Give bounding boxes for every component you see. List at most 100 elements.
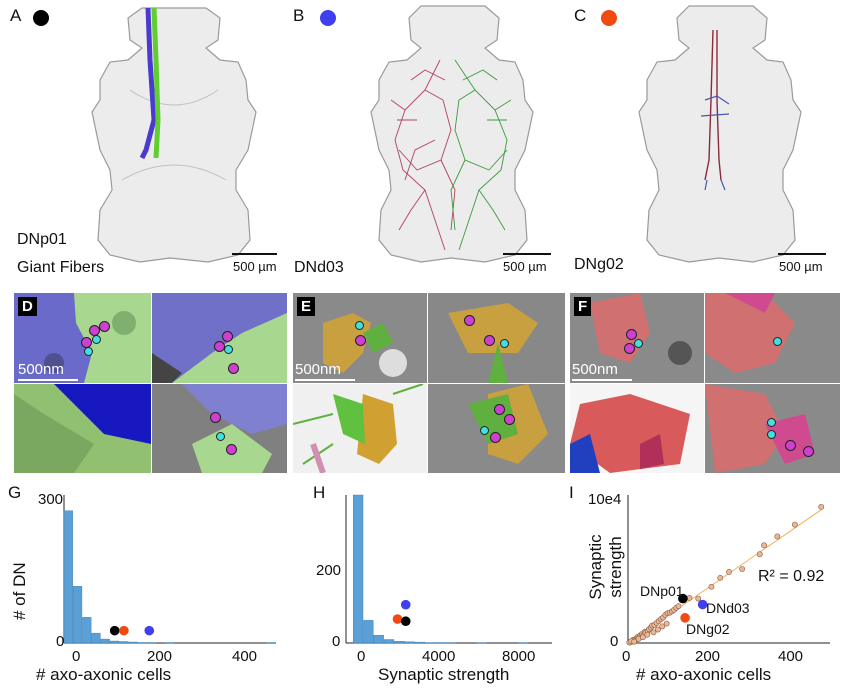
- h-xlabel: Synaptic strength: [378, 665, 510, 684]
- i-ylabel: Synaptic strength: [586, 512, 626, 622]
- scale-text-c: 500 µm: [779, 259, 823, 274]
- h-bar: [373, 634, 384, 644]
- panel-c: C DNg02 500 µm: [565, 0, 842, 282]
- panel-letter-b: B: [293, 6, 305, 25]
- i-xtick-0: 0: [622, 648, 631, 665]
- i-point: [717, 574, 724, 581]
- scale-text-f: 500nm: [572, 361, 618, 378]
- panel-f: F 500nm: [570, 293, 840, 473]
- g-bar: [73, 586, 83, 644]
- i-marker-dng02: [680, 613, 690, 623]
- em-tile-f3: [570, 384, 704, 473]
- panel-d: D 500nm: [14, 293, 287, 473]
- panel-b-label: DNd03: [294, 259, 344, 276]
- i-r2-annotation: R² = 0.92: [758, 568, 825, 585]
- i-label-dng02: DNg02: [686, 621, 730, 637]
- i-label-dnd03: DNd03: [706, 600, 750, 616]
- panel-b: B DNd03 500 µm: [285, 0, 565, 282]
- i-ytick-0: 0: [610, 633, 619, 650]
- em-tile-d3: [14, 384, 151, 473]
- g-marker-dnd03: [144, 625, 155, 636]
- h-marker-dng02: [392, 614, 403, 624]
- i-point: [659, 623, 666, 630]
- g-bar: [109, 640, 120, 644]
- em-tile-f2: [705, 293, 840, 383]
- g-bar: [100, 638, 110, 644]
- em-tile-e4: [428, 384, 565, 473]
- g-bar: [119, 641, 129, 644]
- g-bar: [91, 632, 101, 644]
- em-tile-d2: [152, 293, 287, 383]
- h-marker-dnp01: [400, 616, 411, 627]
- h-bar: [394, 641, 405, 644]
- i-point: [675, 603, 682, 610]
- i-point: [686, 594, 693, 601]
- h-bar: [414, 641, 426, 644]
- i-point: [774, 533, 781, 540]
- g-xlabel: # axo-axonic cells: [36, 665, 172, 684]
- em-tile-f1: [570, 293, 704, 383]
- i-point: [739, 566, 746, 572]
- h-bar: [363, 620, 374, 644]
- i-point: [761, 542, 768, 549]
- panel-letter-d: D: [18, 297, 37, 316]
- h-bar: [353, 494, 364, 644]
- i-point: [631, 638, 638, 645]
- g-marker-dng02: [119, 625, 129, 636]
- scale-text-a: 500 µm: [233, 259, 277, 274]
- panel-letter-h: H: [313, 483, 326, 502]
- h-bar: [404, 641, 415, 644]
- g-marker-dnp01: [109, 625, 120, 636]
- em-tile-d4: [152, 384, 287, 473]
- g-ytick-1: 300: [38, 491, 64, 508]
- g-bar: [63, 510, 73, 644]
- i-point: [644, 631, 651, 638]
- em-tile-e3: [293, 384, 427, 473]
- panel-letter-g: G: [8, 483, 22, 502]
- panel-letter-f: F: [574, 297, 592, 316]
- g-ylabel: # of DN: [10, 562, 29, 620]
- i-marker-dnd03: [697, 599, 708, 610]
- i-label-dnp01: DNp01: [640, 583, 684, 599]
- i-point: [708, 583, 715, 590]
- h-xtick-1: 4000: [422, 648, 456, 665]
- g-bar: [128, 641, 138, 644]
- vnc-render-c: [638, 5, 802, 263]
- scale-bar-a: [232, 253, 277, 255]
- i-point: [695, 595, 702, 602]
- i-marker-dnp01: [678, 593, 688, 604]
- panel-c-label: DNg02: [574, 256, 624, 273]
- h-xtick-0: 0: [357, 648, 366, 665]
- i-point: [756, 551, 763, 558]
- em-tile-f4: [705, 384, 840, 473]
- dnd03-color-dot: [320, 10, 336, 26]
- panel-a: A DNp01 Giant Fibers 500 µm: [0, 0, 285, 282]
- scale-bar-b: [503, 253, 551, 255]
- scale-text-d: 500nm: [18, 361, 64, 378]
- i-xtick-1: 200: [695, 648, 721, 665]
- g-xtick-2: 400: [232, 648, 258, 665]
- i-ylabel-text: Synaptic strength: [586, 534, 625, 600]
- h-ytick-1: 200: [316, 562, 342, 579]
- i-point: [818, 503, 825, 510]
- panel-a-label-line1: DNp01: [17, 231, 67, 248]
- i-point: [650, 629, 657, 636]
- dnp01-color-dot: [33, 10, 49, 26]
- i-point: [726, 569, 732, 575]
- panel-letter-e: E: [297, 297, 316, 316]
- panel-a-label-line2: Giant Fibers: [17, 259, 105, 276]
- scale-bar-f: [572, 379, 632, 381]
- scale-bar-c: [778, 253, 826, 255]
- g-ytick-0: 0: [56, 633, 65, 650]
- i-point: [654, 626, 661, 633]
- dng02-color-dot: [601, 10, 617, 26]
- g-xtick-0: 0: [72, 648, 81, 665]
- h-bar: [383, 639, 395, 644]
- i-point: [640, 634, 646, 641]
- scale-text-b: 500 µm: [503, 259, 547, 274]
- panel-letter-a: A: [10, 6, 22, 25]
- panel-e: E 500nm: [293, 293, 565, 473]
- em-tile-e1: [293, 293, 427, 383]
- scale-bar-e: [295, 379, 355, 381]
